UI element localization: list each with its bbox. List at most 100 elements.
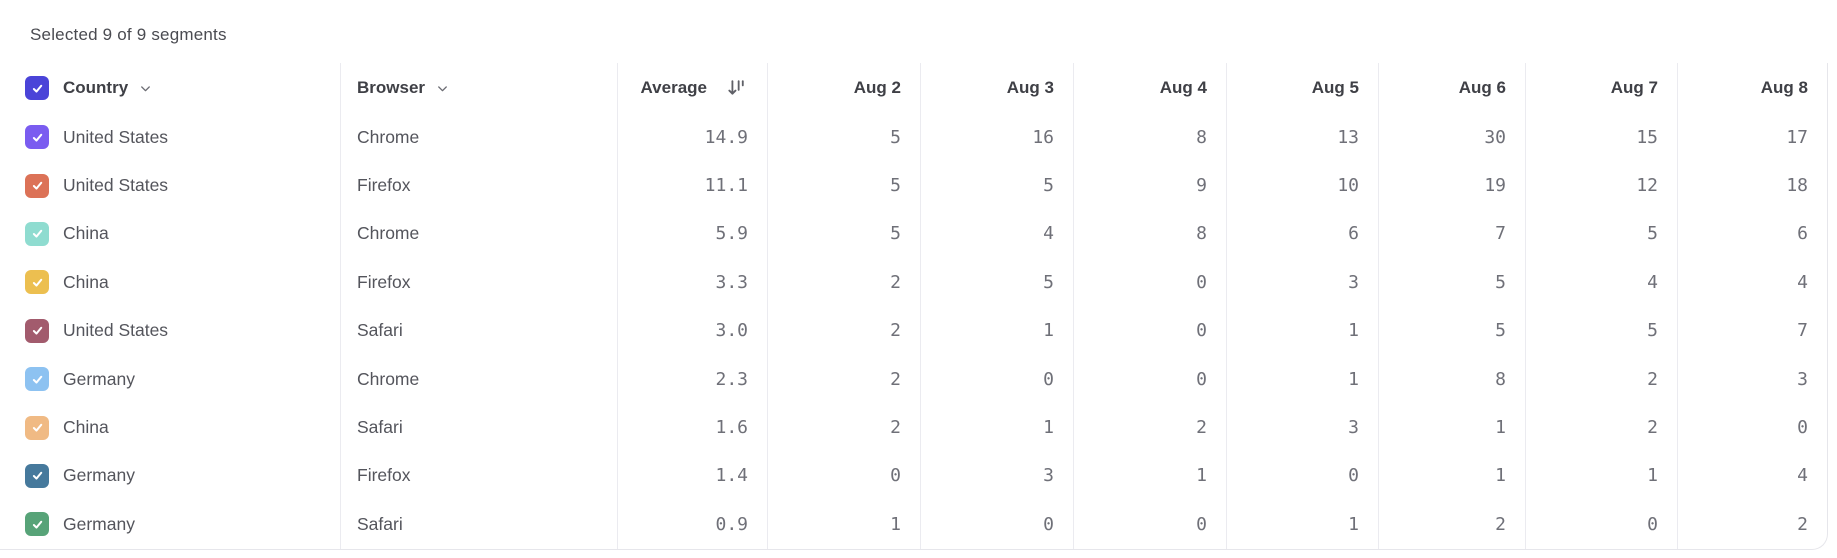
check-icon [32, 423, 42, 432]
value-cell: 3 [921, 451, 1074, 501]
value-cell: 5 [1526, 306, 1678, 355]
country-label: United States [63, 126, 169, 147]
browser-cell: Chrome [341, 209, 618, 259]
value-cell: 7 [1797, 320, 1808, 342]
row-checkbox[interactable] [25, 463, 49, 488]
country-cell: Germany [0, 500, 341, 549]
average-cell: 3.0 [618, 306, 768, 355]
check-icon [32, 472, 42, 480]
browser-cell: Firefox [341, 258, 618, 307]
country-cell: United States [0, 306, 341, 355]
browser-cell: Safari [341, 500, 618, 549]
value-cell: 0 [1074, 500, 1227, 549]
value-cell: 8 [1074, 113, 1227, 162]
browser-label: Safari [357, 320, 403, 341]
value-cell: 5 [921, 258, 1074, 307]
country-cell: Germany [0, 354, 341, 404]
value-cell: 5 [921, 161, 1074, 210]
value-cell: 5 [768, 161, 921, 210]
value-cell: 2 [1526, 403, 1678, 452]
value-cell: 2 [1526, 354, 1678, 404]
row-checkbox[interactable] [25, 415, 49, 440]
value-cell: 2 [1379, 500, 1526, 549]
check-icon [32, 375, 42, 384]
value-cell: 2 [768, 403, 921, 452]
value-cell: 0 [1074, 354, 1227, 404]
browser-label: Chrome [357, 368, 420, 389]
browser-cell: Chrome [341, 113, 618, 162]
check-icon [32, 278, 42, 287]
value-cell: 0 [1227, 451, 1379, 501]
value-cell: 2 [768, 354, 921, 404]
check-icon [32, 84, 42, 93]
value-cell: 19 [1379, 161, 1526, 210]
select-all-checkbox[interactable] [25, 76, 49, 100]
value-cell: 1 [768, 500, 921, 549]
table-row: Germany Safari 0.9 1 0 0 1 2 0 2 [0, 500, 1827, 549]
value-cell: 0 [768, 451, 921, 501]
value-cell: 2 [1797, 513, 1808, 535]
country-column-dropdown[interactable]: Country [63, 78, 153, 98]
row-checkbox[interactable] [25, 173, 49, 198]
average-column-sort[interactable]: Average [641, 77, 748, 99]
value-cell: 9 [1074, 161, 1227, 210]
value-cell: 5 [768, 113, 921, 162]
check-icon [32, 181, 42, 190]
table-row: China Chrome 5.9 5 4 8 6 7 5 6 [0, 209, 1827, 259]
day-column-header: Aug 7 [1526, 63, 1678, 113]
browser-label: Safari [357, 417, 403, 438]
browser-cell: Safari [341, 403, 618, 452]
row-checkbox[interactable] [25, 125, 49, 150]
day-column-header: Aug 5 [1227, 63, 1379, 113]
table-row: United States Firefox 11.1 5 5 9 10 19 1… [0, 161, 1827, 210]
browser-label: Chrome [357, 126, 420, 147]
country-label: United States [63, 320, 169, 341]
country-cell: China [0, 258, 341, 307]
check-icon [32, 327, 42, 335]
average-cell: 5.9 [618, 209, 768, 259]
value-cell: 5 [1526, 209, 1678, 259]
day-column-header: Aug 3 [921, 63, 1074, 113]
country-cell: China [0, 209, 341, 259]
average-header-cell: Average [618, 63, 768, 113]
row-checkbox[interactable] [25, 367, 49, 392]
row-checkbox[interactable] [25, 221, 49, 246]
country-label: China [63, 417, 109, 438]
browser-label: Firefox [357, 465, 411, 486]
check-icon [32, 230, 42, 239]
chevron-down-icon [141, 85, 151, 91]
average-cell: 3.3 [618, 258, 768, 307]
value-cell: 17 [1786, 126, 1808, 148]
row-checkbox[interactable] [25, 512, 49, 537]
day-column-header: Aug 4 [1074, 63, 1227, 113]
browser-cell: Firefox [341, 451, 618, 501]
average-cell: 0.9 [618, 500, 768, 549]
table-row: Germany Chrome 2.3 2 0 0 1 8 2 3 [0, 354, 1827, 404]
browser-label: Firefox [357, 271, 411, 292]
value-cell: 16 [921, 113, 1074, 162]
value-cell: 2 [768, 306, 921, 355]
value-cell: 6 [1227, 209, 1379, 259]
day-column-header: Aug 8 [1760, 78, 1808, 97]
sort-descending-icon [728, 80, 744, 95]
value-cell: 1 [1526, 451, 1678, 501]
table-row: China Safari 1.6 2 1 2 3 1 2 0 [0, 403, 1827, 452]
row-checkbox[interactable] [25, 270, 49, 295]
value-cell: 5 [1379, 258, 1526, 307]
country-label: United States [63, 175, 169, 196]
value-cell: 1 [1227, 306, 1379, 355]
value-cell: 0 [1526, 500, 1678, 549]
country-column-label: Country [63, 78, 129, 97]
value-cell: 0 [1797, 417, 1808, 439]
average-column-label: Average [640, 78, 707, 97]
selection-summary: Selected 9 of 9 segments [30, 25, 227, 44]
value-cell: 0 [1074, 258, 1227, 307]
day-column-header: Aug 2 [768, 63, 921, 113]
table-row: United States Safari 3.0 2 1 0 1 5 5 7 [0, 306, 1827, 355]
value-cell: 8 [1379, 354, 1526, 404]
average-cell: 1.4 [618, 451, 768, 501]
browser-column-dropdown[interactable]: Browser [357, 78, 450, 98]
value-cell: 4 [1526, 258, 1678, 307]
table-header-row: Country Browser Average Aug 2 A [0, 63, 1827, 113]
row-checkbox[interactable] [25, 318, 49, 343]
